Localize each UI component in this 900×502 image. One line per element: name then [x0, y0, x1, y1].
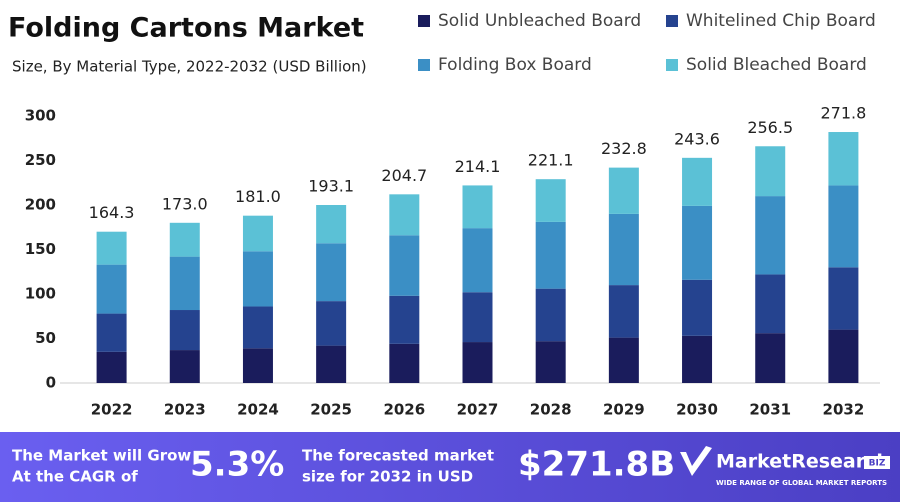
bar-segment	[96, 231, 127, 265]
y-tick-label: 100	[25, 285, 56, 303]
x-tick-label: 2032	[823, 401, 865, 419]
bar-segment	[169, 222, 200, 257]
bar-segment	[96, 351, 127, 383]
bar-segment	[389, 235, 420, 296]
x-tick-label: 2024	[237, 401, 279, 419]
banner: The Market will Grow At the CAGR of 5.3%…	[0, 432, 900, 502]
x-tick-label: 2023	[164, 401, 206, 419]
logo-icon	[680, 446, 712, 476]
banner-text: size for 2032 in USD	[302, 468, 473, 486]
y-tick-label: 250	[25, 151, 56, 169]
total-label: 271.8	[821, 104, 867, 123]
x-tick-label: 2022	[91, 401, 133, 419]
bar-segment	[535, 179, 566, 222]
bar-segment	[389, 295, 420, 344]
bar-segment	[682, 335, 713, 383]
banner-text: At the CAGR of	[12, 468, 138, 486]
legend-label: Folding Box Board	[438, 55, 592, 75]
bar-segment	[535, 341, 566, 383]
legend-swatch	[666, 15, 678, 27]
bar-segment	[608, 285, 639, 338]
bar-segment	[608, 337, 639, 383]
total-label: 214.1	[455, 157, 501, 176]
bar-segment	[169, 310, 200, 351]
x-tick-label: 2029	[603, 401, 645, 419]
logo-badge-bg	[864, 456, 890, 469]
total-label: 204.7	[381, 166, 427, 185]
bar-segment	[608, 213, 639, 286]
bar-segment	[242, 306, 273, 349]
y-tick-label: 0	[46, 374, 56, 392]
banner-cagr: 5.3%	[190, 445, 284, 485]
legend-label: Whitelined Chip Board	[686, 11, 876, 31]
bar-segment	[96, 313, 127, 352]
y-tick-label: 50	[35, 329, 56, 347]
bar-segment	[828, 185, 859, 268]
bar-segment	[462, 292, 493, 343]
legend-swatch	[666, 59, 678, 71]
bar-segment	[242, 251, 273, 307]
bar-segment	[682, 279, 713, 336]
bar-segment	[96, 264, 127, 314]
total-label: 243.6	[674, 129, 720, 148]
total-label: 173.0	[162, 194, 208, 213]
bar-segment	[462, 342, 493, 383]
bar-segment	[169, 256, 200, 311]
total-label: 181.0	[235, 187, 281, 206]
x-tick-label: 2031	[749, 401, 791, 419]
bar-segment	[316, 301, 347, 346]
bar-segment	[828, 329, 859, 383]
bar-segment	[462, 228, 493, 293]
legend-swatch	[418, 59, 430, 71]
bar-segment	[755, 146, 786, 197]
bar-segment	[828, 132, 859, 186]
bar-segment	[389, 343, 420, 383]
x-tick-label: 2027	[457, 401, 499, 419]
bar-segment	[535, 221, 566, 289]
bar-segment	[755, 196, 786, 275]
bar-segment	[535, 288, 566, 342]
bar-segment	[316, 345, 347, 383]
total-label: 193.1	[308, 177, 354, 196]
total-label: 256.5	[747, 118, 793, 137]
bar-segment	[462, 185, 493, 229]
bar-segment	[608, 167, 639, 214]
y-tick-label: 150	[25, 240, 56, 258]
chart-title: Folding Cartons Market	[8, 13, 364, 44]
bar-segment	[389, 194, 420, 236]
total-label: 221.1	[528, 151, 574, 170]
banner-bg	[0, 432, 900, 502]
y-tick-label: 300	[25, 107, 56, 125]
y-tick-label: 200	[25, 196, 56, 214]
bar-segment	[682, 157, 713, 206]
banner-text: The forecasted market	[302, 447, 494, 465]
bar-segment	[169, 350, 200, 383]
legend-label: Solid Bleached Board	[686, 55, 867, 75]
x-tick-label: 2030	[676, 401, 718, 419]
total-label: 232.8	[601, 139, 647, 158]
x-tick-label: 2028	[530, 401, 572, 419]
total-label: 164.3	[89, 203, 135, 222]
logo-text: MarketResearch	[716, 451, 890, 473]
logo-tagline: WIDE RANGE OF GLOBAL MARKET REPORTS	[716, 479, 887, 487]
banner-forecast: $271.8B	[518, 445, 675, 485]
logo-badge: BIZ	[869, 459, 886, 469]
legend-label: Solid Unbleached Board	[438, 11, 641, 31]
bar-segment	[242, 215, 273, 252]
chart-subtitle: Size, By Material Type, 2022-2032 (USD B…	[12, 58, 367, 76]
bar-segment	[755, 274, 786, 334]
bar-segment	[755, 333, 786, 383]
legend-swatch	[418, 15, 430, 27]
bar-segment	[316, 243, 347, 302]
banner-text: The Market will Grow	[12, 447, 191, 465]
bar-segment	[316, 205, 347, 244]
bar-segment	[682, 205, 713, 280]
bar-segment	[242, 348, 273, 383]
x-tick-label: 2025	[310, 401, 352, 419]
x-tick-label: 2026	[383, 401, 425, 419]
bar-segment	[828, 267, 859, 330]
